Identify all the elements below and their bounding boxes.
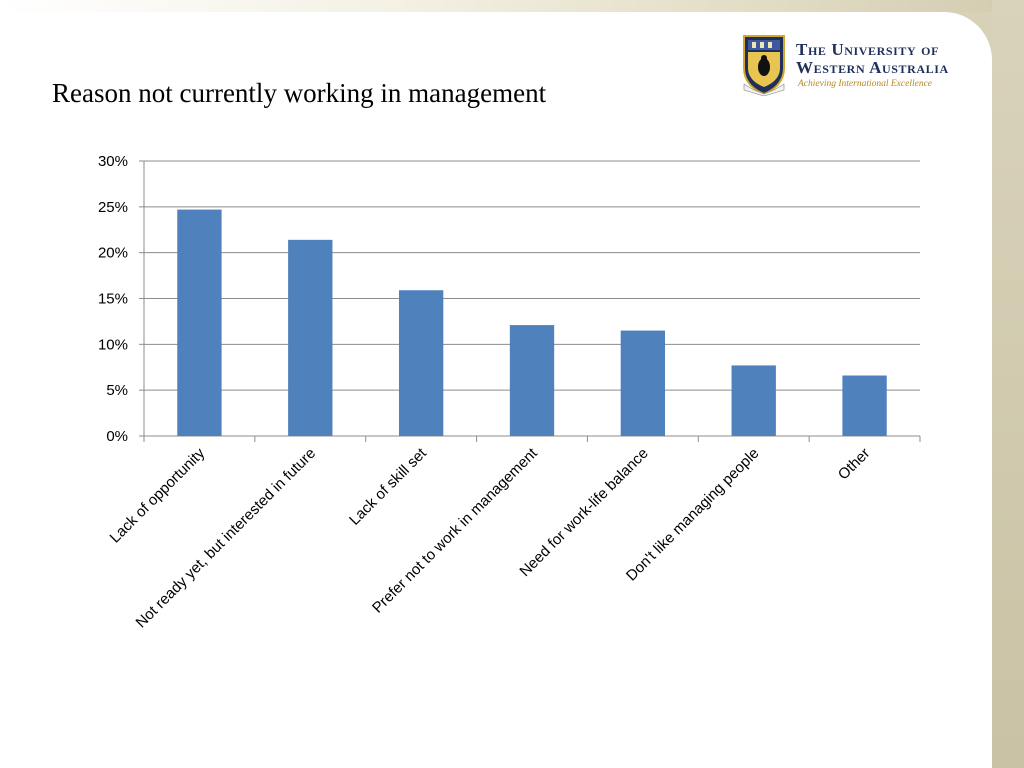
x-tick-label: Don't like managing people xyxy=(623,445,763,585)
y-tick-label: 25% xyxy=(98,199,128,216)
y-tick-label: 0% xyxy=(106,428,128,445)
bar xyxy=(731,365,776,436)
x-tick-label: Not ready yet, but interested in future xyxy=(133,445,320,632)
crest-icon xyxy=(743,35,785,96)
y-tick-label: 30% xyxy=(98,153,128,170)
x-tick-label: Other xyxy=(835,445,874,484)
bar xyxy=(620,330,666,436)
bar xyxy=(398,290,444,436)
university-name-line1: The University of xyxy=(796,40,940,59)
bar xyxy=(288,239,333,436)
slide-title: Reason not currently working in manageme… xyxy=(52,78,547,108)
bar xyxy=(509,325,555,436)
y-tick-label: 10% xyxy=(98,336,128,353)
x-tick-label: Need for work-life balance xyxy=(516,445,651,580)
y-tick-label: 5% xyxy=(106,382,128,399)
y-tick-label: 20% xyxy=(98,245,128,262)
bar xyxy=(177,209,222,436)
top-decor-band xyxy=(0,0,1024,12)
university-tagline: Achieving International Excellence xyxy=(798,79,932,89)
x-tick-label: Lack of skill set xyxy=(346,444,431,529)
right-decor-band xyxy=(992,0,1024,768)
y-tick-label: 15% xyxy=(98,291,128,308)
x-tick-label: Lack of opportunity xyxy=(107,444,209,546)
university-logo: The University of Western Australia Achi… xyxy=(740,34,956,98)
university-name-line2: Western Australia xyxy=(796,58,949,77)
bar xyxy=(842,375,887,436)
